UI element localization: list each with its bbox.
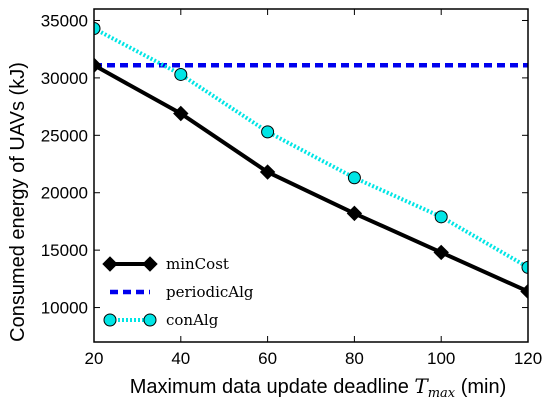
data-point-conalg (521, 260, 528, 274)
legend: minCost periodicAlg conAlg (102, 255, 254, 329)
x-axis-label-symbol: T (414, 374, 429, 398)
x-axis-label: Maximum data update deadline Tmax (min) (130, 374, 507, 401)
y-tick-label: 15000 (41, 241, 88, 260)
y-tick-label: 30000 (41, 69, 88, 88)
data-point-mincost (433, 244, 449, 261)
data-point-conalg (94, 22, 101, 36)
legend-label-mincost: minCost (166, 255, 229, 273)
x-tick-label: 100 (427, 349, 455, 368)
series-line-mincost (94, 63, 528, 294)
data-point-mincost (520, 283, 528, 300)
data-point-conalg (434, 210, 448, 224)
y-axis-label: Consumed energy of UAVs (kJ) (7, 62, 29, 342)
y-tick-label: 20000 (41, 184, 88, 203)
y-tick-label: 10000 (41, 299, 88, 318)
data-point-conalg (174, 67, 188, 81)
x-tick-label: 40 (171, 349, 190, 368)
y-tick-label: 35000 (41, 11, 88, 30)
data-point-mincost (259, 164, 276, 180)
x-tick-label: 60 (258, 349, 277, 368)
x-axis-label-subscript: max (428, 386, 456, 401)
x-axis-label-main: Maximum data update deadline (130, 376, 409, 398)
series-line-conalg (94, 26, 528, 270)
x-tick-label: 20 (85, 349, 104, 368)
x-axis-label-unit: (min) (461, 376, 507, 398)
data-point-mincost (94, 57, 102, 73)
y-axis-label-text: Consumed energy of UAVs (kJ) (7, 62, 29, 342)
legend-label-conalg: conAlg (166, 311, 219, 329)
y-tick-label: 25000 (41, 126, 88, 145)
legend-marker-conalg (103, 313, 117, 327)
plot-frame (93, 8, 529, 343)
plot-area (94, 22, 528, 300)
x-tick-label: 80 (345, 349, 364, 368)
data-point-conalg (347, 171, 361, 185)
legend-marker-mincost (142, 256, 158, 272)
data-point-mincost (346, 205, 363, 222)
data-point-conalg (261, 125, 275, 139)
x-tick-label: 120 (514, 349, 542, 368)
legend-label-periodicalg: periodicAlg (166, 283, 254, 301)
data-point-mincost (173, 105, 189, 122)
legend-marker-mincost (102, 256, 118, 272)
legend-marker-conalg (143, 313, 157, 327)
